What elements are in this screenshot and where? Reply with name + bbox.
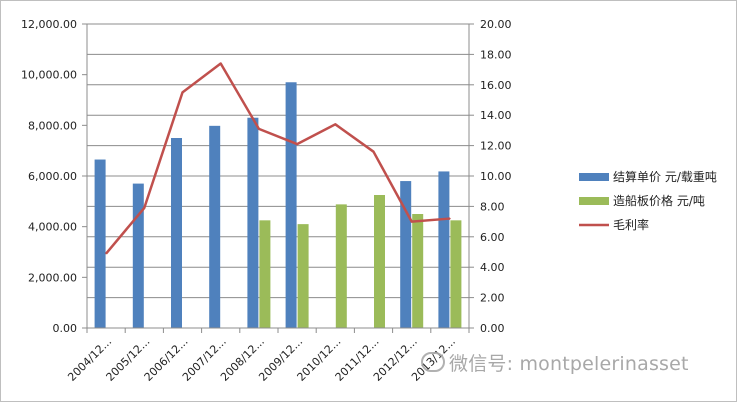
- line-point: [143, 207, 146, 209]
- line-point: [105, 252, 107, 255]
- right-tick-label: 4.00: [480, 261, 505, 274]
- legend-label: 造船板价格 元/吨: [613, 193, 705, 208]
- line-point: [258, 128, 260, 130]
- bar: [450, 220, 462, 328]
- legend-swatch: [579, 173, 609, 181]
- right-tick-label: 14.00: [480, 109, 512, 122]
- gridlines: [87, 23, 469, 299]
- left-tick-label: 6,000.00: [28, 170, 77, 183]
- bar: [297, 224, 309, 328]
- left-tick-label: 8,000.00: [28, 119, 77, 132]
- bar: [171, 138, 182, 328]
- legend-label: 毛利率: [613, 217, 649, 232]
- right-tick-label: 6.00: [480, 231, 505, 244]
- line-point: [410, 220, 413, 223]
- left-tick-label: 0.00: [53, 322, 78, 335]
- bar: [247, 117, 259, 328]
- right-tick-label: 0.00: [480, 322, 505, 335]
- watermark: 微信号: montpelerinasset: [421, 349, 689, 376]
- axes: 0.00 2.00 4.00 6.00 8.00 10.00 12.00 14.00 16.00…: [21, 18, 511, 384]
- line-point: [449, 217, 451, 220]
- left-tick-label: 4,000.00: [28, 221, 77, 234]
- legend-swatch: [579, 197, 609, 205]
- left-tick-label: 12,000.00: [21, 18, 77, 31]
- bar: [94, 159, 106, 328]
- watermark-text: 微信号: montpelerinasset: [449, 353, 689, 375]
- bar: [132, 183, 144, 328]
- bar: [400, 181, 412, 328]
- right-tick-label: 12.00: [480, 140, 512, 153]
- bar: [285, 82, 297, 329]
- right-tick-label: 2.00: [480, 292, 505, 305]
- right-tick-label: 16.00: [480, 79, 512, 92]
- bars: [94, 82, 462, 329]
- right-tick-label: 8.00: [480, 200, 505, 213]
- left-tick-label: 10,000.00: [21, 69, 77, 82]
- line-point: [181, 91, 184, 94]
- line-point: [296, 143, 298, 145]
- line-point: [372, 150, 375, 153]
- bar: [209, 125, 221, 328]
- bar: [374, 195, 385, 328]
- margin-rate-line: [105, 62, 450, 255]
- left-tick-label: 2,000.00: [28, 271, 77, 284]
- bar: [335, 204, 347, 328]
- legend-label: 结算单价 元/载重吨: [613, 169, 717, 184]
- margin-line: [105, 62, 451, 255]
- right-tick-label: 18.00: [480, 48, 512, 61]
- bar: [412, 214, 424, 328]
- bar: [259, 220, 271, 328]
- line-point: [219, 62, 222, 65]
- bar: [438, 171, 450, 328]
- line-point: [334, 123, 337, 126]
- right-tick-label: 10.00: [480, 170, 512, 183]
- wechat-icon: [421, 352, 445, 372]
- right-tick-label: 20.00: [480, 18, 512, 31]
